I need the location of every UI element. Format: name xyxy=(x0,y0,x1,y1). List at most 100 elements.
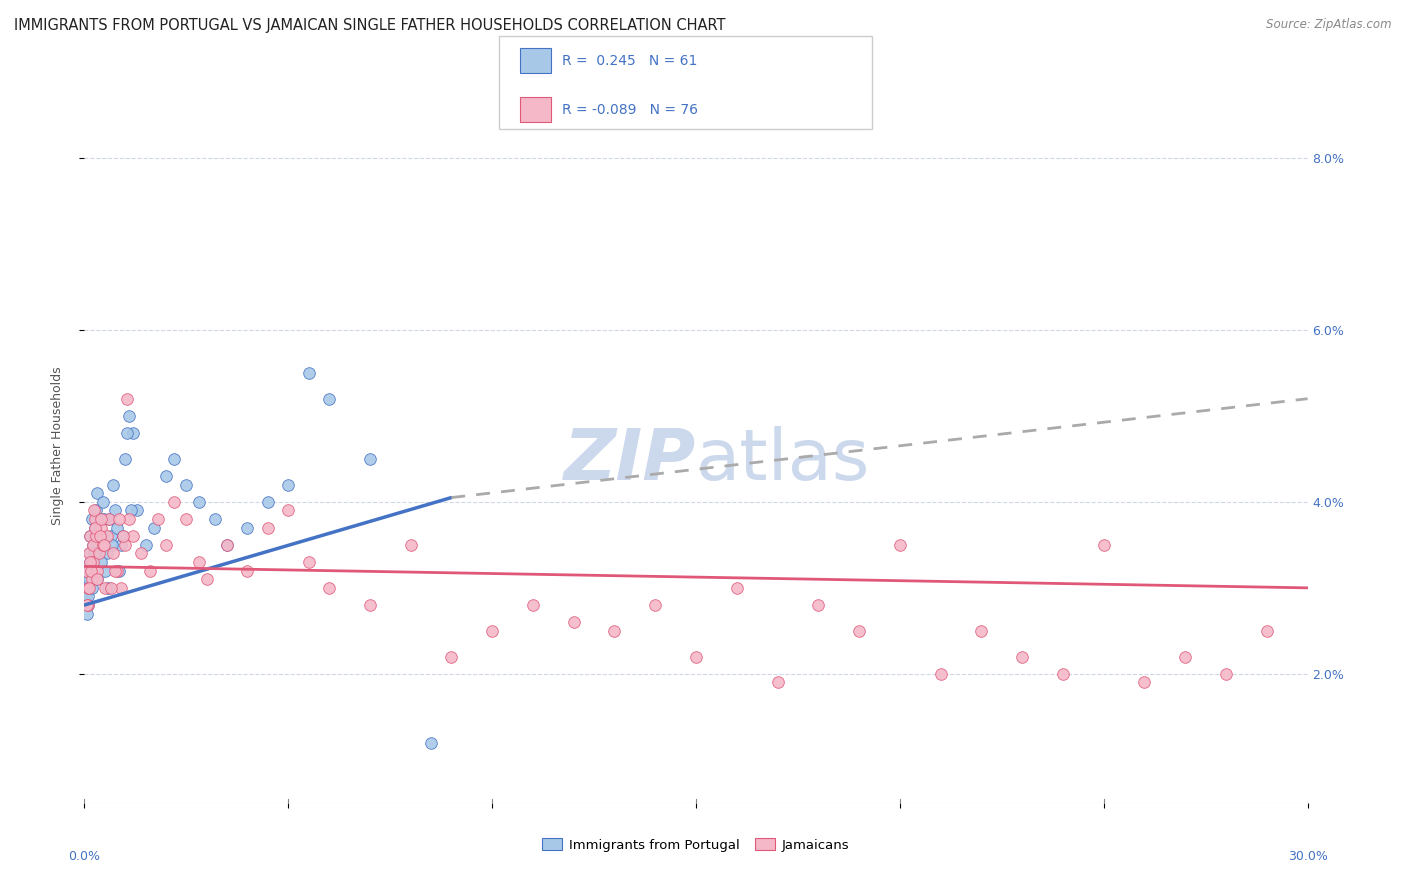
Point xyxy=(257,521,280,535)
Text: Source: ZipAtlas.com: Source: ZipAtlas.com xyxy=(1267,18,1392,31)
Point xyxy=(77,572,100,586)
Point xyxy=(122,426,145,441)
Point xyxy=(110,538,132,552)
Point xyxy=(76,598,98,612)
Point xyxy=(110,581,132,595)
Point xyxy=(217,538,239,552)
Point xyxy=(76,581,98,595)
Point xyxy=(236,521,259,535)
Point xyxy=(82,555,104,569)
Point xyxy=(118,512,141,526)
Point xyxy=(114,538,136,552)
Point xyxy=(101,538,124,552)
Point xyxy=(83,521,105,535)
Point xyxy=(359,598,381,612)
Point xyxy=(89,529,111,543)
Point xyxy=(562,615,585,630)
Text: R = -0.089   N = 76: R = -0.089 N = 76 xyxy=(562,103,699,117)
Text: atlas: atlas xyxy=(696,425,870,495)
Point xyxy=(97,512,120,526)
Point xyxy=(86,486,108,500)
Point xyxy=(115,392,138,406)
Point xyxy=(848,624,870,638)
Point xyxy=(82,555,104,569)
Point xyxy=(75,590,97,604)
Point xyxy=(93,564,115,578)
Point xyxy=(77,598,100,612)
Point xyxy=(82,581,104,595)
Point xyxy=(84,503,107,517)
Point xyxy=(120,503,142,517)
Point xyxy=(104,564,127,578)
Point xyxy=(1215,666,1237,681)
Point xyxy=(440,649,463,664)
Point xyxy=(359,451,381,466)
Point xyxy=(204,512,226,526)
Point xyxy=(174,512,197,526)
Text: IMMIGRANTS FROM PORTUGAL VS JAMAICAN SINGLE FATHER HOUSEHOLDS CORRELATION CHART: IMMIGRANTS FROM PORTUGAL VS JAMAICAN SIN… xyxy=(14,18,725,33)
Point xyxy=(257,495,280,509)
Text: 0.0%: 0.0% xyxy=(69,850,100,863)
Point xyxy=(89,529,111,543)
Point xyxy=(83,512,105,526)
Point xyxy=(131,546,153,560)
Point xyxy=(75,564,97,578)
Point xyxy=(807,598,830,612)
Point xyxy=(104,503,127,517)
Point xyxy=(86,572,108,586)
Point xyxy=(77,581,100,595)
Point xyxy=(86,572,108,586)
Point xyxy=(146,512,169,526)
Point xyxy=(481,624,503,638)
Point xyxy=(93,538,115,552)
Point xyxy=(79,555,101,569)
Point xyxy=(80,572,103,586)
Point xyxy=(1174,649,1197,664)
Point xyxy=(399,538,422,552)
Point xyxy=(96,546,118,560)
Point xyxy=(1256,624,1278,638)
Point xyxy=(77,546,100,560)
Point xyxy=(187,555,209,569)
Point xyxy=(138,564,160,578)
Point xyxy=(84,521,107,535)
Point xyxy=(644,598,666,612)
Point xyxy=(82,538,104,552)
Point xyxy=(93,581,115,595)
Point xyxy=(195,572,218,586)
Point xyxy=(80,564,103,578)
Point xyxy=(93,512,115,526)
Point xyxy=(1133,675,1156,690)
Point xyxy=(889,538,911,552)
Point xyxy=(76,598,98,612)
Point xyxy=(97,581,120,595)
Point xyxy=(318,581,340,595)
Point xyxy=(90,521,112,535)
Point xyxy=(79,529,101,543)
Point xyxy=(155,469,177,483)
Point xyxy=(90,555,112,569)
Point xyxy=(970,624,993,638)
Point xyxy=(96,529,118,543)
Point xyxy=(79,555,101,569)
Point xyxy=(217,538,239,552)
Point xyxy=(77,564,100,578)
Point xyxy=(118,409,141,423)
Point xyxy=(101,477,124,491)
Point xyxy=(97,512,120,526)
Text: ZIP: ZIP xyxy=(564,425,696,495)
Point xyxy=(83,546,105,560)
Point xyxy=(298,555,321,569)
Point xyxy=(79,546,101,560)
Point xyxy=(83,503,105,517)
Point xyxy=(84,529,107,543)
Text: 30.0%: 30.0% xyxy=(1288,850,1327,863)
Point xyxy=(100,529,122,543)
Point xyxy=(105,521,128,535)
Point xyxy=(87,546,110,560)
Point xyxy=(1011,649,1033,664)
Point xyxy=(1092,538,1115,552)
Point xyxy=(277,477,299,491)
Point xyxy=(187,495,209,509)
Point xyxy=(90,512,112,526)
